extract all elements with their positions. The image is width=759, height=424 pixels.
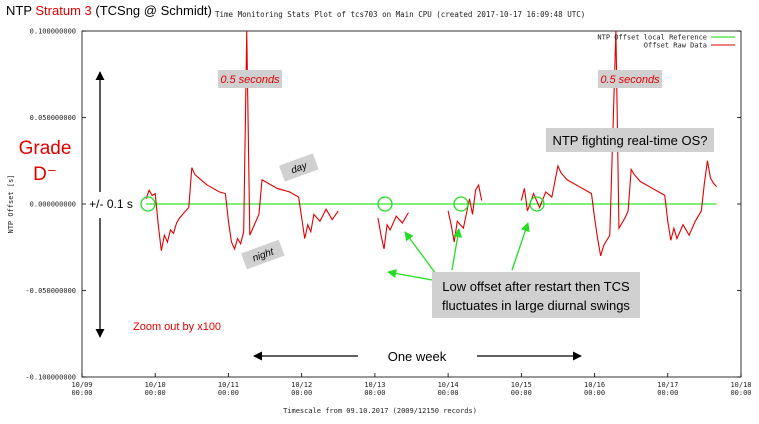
half-second-label: 0.5 seconds bbox=[220, 74, 280, 86]
green-arrow bbox=[451, 228, 463, 271]
x-tick-label: 10/13 00:00 bbox=[364, 381, 385, 397]
x-tick-label: 10/18 00:00 bbox=[730, 381, 751, 397]
x-tick-label: 10/16 00:00 bbox=[584, 381, 605, 397]
label-box bbox=[432, 272, 640, 318]
y-tick-label: 0.000000000 bbox=[30, 201, 76, 209]
header-highlight: Stratum 3 bbox=[35, 3, 91, 18]
restart-circle bbox=[140, 196, 156, 212]
fighting-label: NTP fighting real-time OS? bbox=[552, 133, 707, 148]
header: NTP Stratum 3 (TCSng @ Schmidt) bbox=[6, 3, 212, 18]
restart-circle bbox=[529, 196, 545, 212]
green-arrow bbox=[387, 268, 433, 281]
range-bg bbox=[86, 196, 136, 212]
x-tick-label: 10/09 00:00 bbox=[71, 381, 92, 397]
y-tick-label: 0.100000000 bbox=[30, 28, 76, 36]
restart-note-line: Low offset after restart then TCS bbox=[442, 279, 630, 294]
label-box bbox=[241, 239, 285, 270]
chart-title: Time Monitoring Stats Plot of tcs703 on … bbox=[215, 10, 585, 19]
annotations: Grade D⁻ +/- 0.1 s 0.5 seconds 0.5 secon… bbox=[19, 70, 714, 364]
plot-area: -0.100000000 -0.050000000 0.000000000 0.050… bbox=[25, 28, 751, 398]
green-arrow bbox=[404, 231, 437, 275]
x-axis-label: Timescale from 09.10.2017 (2009/12150 re… bbox=[283, 407, 477, 415]
label-box bbox=[546, 128, 714, 152]
x-tick-label: 10/17 00:00 bbox=[657, 381, 678, 397]
grade: Grade bbox=[19, 138, 72, 159]
x-tick-label: 10/11 00:00 bbox=[218, 381, 239, 397]
range: +/- 0.1 s bbox=[89, 197, 133, 211]
label-box bbox=[598, 70, 662, 88]
restart-circle bbox=[453, 196, 469, 212]
zoom-label: Zoom out by x100 bbox=[133, 321, 221, 333]
green-arrow bbox=[511, 222, 530, 271]
header-lead: NTP bbox=[6, 3, 32, 18]
label-box bbox=[218, 70, 282, 88]
x-tick-label: 10/14 00:00 bbox=[438, 381, 459, 397]
header-tail: (TCSng @ Schmidt) bbox=[95, 3, 212, 18]
half-second-label: 0.5 seconds bbox=[600, 74, 660, 86]
restart-circle bbox=[377, 196, 393, 212]
legend-label: Offset Raw Data bbox=[644, 42, 707, 50]
label-box bbox=[279, 153, 319, 182]
legend-label: NTP Offset local Reference bbox=[597, 34, 707, 42]
y-tick-label: 0.050000000 bbox=[30, 114, 76, 122]
y-axis-label: NTP Offset [s] bbox=[7, 174, 15, 233]
night-tag: night bbox=[241, 239, 285, 270]
grade-letter: D⁻ bbox=[33, 164, 57, 185]
y-tick-label: -0.050000000 bbox=[25, 287, 76, 295]
x-tick-label: 10/12 00:00 bbox=[291, 381, 312, 397]
x-tick-label: 10/10 00:00 bbox=[145, 381, 166, 397]
series-line bbox=[145, 30, 718, 257]
day-tag: day bbox=[279, 153, 319, 182]
y-tick-label: -0.100000000 bbox=[25, 374, 76, 382]
restart-note-line: fluctuates in large diurnal swings bbox=[442, 298, 630, 313]
x-tick-label: 10/15 00:00 bbox=[511, 381, 532, 397]
week-label: One week bbox=[388, 349, 447, 364]
